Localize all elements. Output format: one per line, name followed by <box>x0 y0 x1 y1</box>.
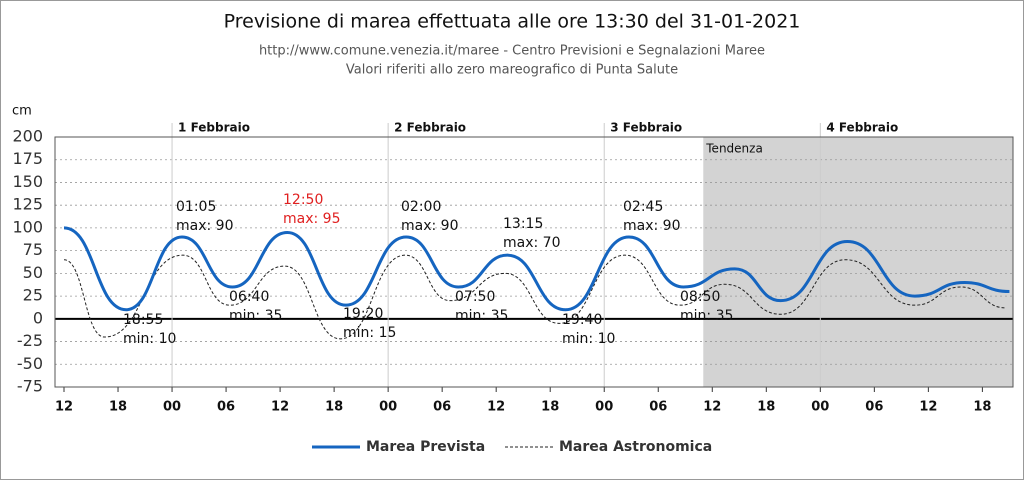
annotation-time: 12:50 <box>283 192 323 208</box>
y-axis-label: cm <box>12 104 32 119</box>
annotation-time: 07:50 <box>455 289 495 305</box>
annotation-value: max: 90 <box>623 218 680 234</box>
x-tick-label: 06 <box>217 400 235 415</box>
x-tick-label: 06 <box>865 400 883 415</box>
annotation-time: 06:40 <box>229 289 269 305</box>
y-tick-label: -25 <box>17 331 43 350</box>
trend-area <box>703 137 1013 387</box>
y-tick-label: 100 <box>12 217 43 236</box>
x-tick-label: 18 <box>973 400 991 415</box>
annotation-value: min: 10 <box>123 331 176 347</box>
annotation-value: max: 70 <box>503 235 560 251</box>
annotation-value: max: 90 <box>401 218 458 234</box>
annotation-time: 13:15 <box>503 216 543 232</box>
annotation-value: min: 15 <box>343 325 396 341</box>
x-tick-label: 00 <box>595 400 613 415</box>
x-tick-label: 12 <box>487 400 505 415</box>
annotation-time: 08:50 <box>680 289 720 305</box>
y-tick-label: 125 <box>12 195 43 214</box>
chart-title: Previsione di marea effettuata alle ore … <box>224 11 801 33</box>
day-label: 1 Febbraio <box>178 121 250 135</box>
legend-label: Marea Astronomica <box>559 439 712 455</box>
annotation-value: min: 35 <box>229 308 282 324</box>
annotation-time: 19:20 <box>343 306 383 322</box>
annotation-value: min: 35 <box>455 308 508 324</box>
legend-label: Marea Prevista <box>366 439 485 455</box>
x-tick-label: 00 <box>379 400 397 415</box>
x-tick-label: 18 <box>757 400 775 415</box>
x-tick-label: 06 <box>433 400 451 415</box>
annotation-time: 02:00 <box>401 199 441 215</box>
annotation-value: max: 95 <box>283 211 340 227</box>
y-tick-label: -75 <box>17 377 43 396</box>
plot-border <box>54 136 1014 388</box>
y-tick-label: -50 <box>17 354 43 373</box>
subtitle: Valori riferiti allo zero mareografico d… <box>346 63 678 78</box>
series-line <box>63 226 1010 312</box>
x-tick-label: 12 <box>55 400 73 415</box>
annotation-time: 01:05 <box>176 199 216 215</box>
series-line <box>63 254 1006 340</box>
annotation-value: min: 35 <box>680 308 733 324</box>
annotation-time: 18:55 <box>123 312 163 328</box>
day-label: 2 Febbraio <box>394 121 466 135</box>
x-tick-label: 12 <box>919 400 937 415</box>
day-label: 4 Febbraio <box>826 121 898 135</box>
x-tick-label: 18 <box>541 400 559 415</box>
x-tick-label: 00 <box>811 400 829 415</box>
y-tick-label: 0 <box>33 308 43 327</box>
x-tick-label: 06 <box>649 400 667 415</box>
y-tick-label: 150 <box>12 172 43 191</box>
x-tick-label: 12 <box>703 400 721 415</box>
x-tick-label: 12 <box>271 400 289 415</box>
day-label: 3 Febbraio <box>610 121 682 135</box>
y-tick-label: 25 <box>23 286 43 305</box>
y-tick-label: 175 <box>12 149 43 168</box>
annotation-time: 19:40 <box>562 312 602 328</box>
annotation-time: 02:45 <box>623 199 663 215</box>
x-tick-label: 18 <box>325 400 343 415</box>
subtitle: http://www.comune.venezia.it/maree - Cen… <box>259 44 765 59</box>
annotation-value: min: 10 <box>562 331 615 347</box>
x-tick-label: 18 <box>109 400 127 415</box>
x-tick-label: 00 <box>163 400 181 415</box>
annotation-value: max: 90 <box>176 218 233 234</box>
y-tick-label: 50 <box>23 263 43 282</box>
trend-label: Tendenza <box>705 142 763 156</box>
y-tick-label: 75 <box>23 240 43 259</box>
y-tick-label: 200 <box>12 127 43 146</box>
